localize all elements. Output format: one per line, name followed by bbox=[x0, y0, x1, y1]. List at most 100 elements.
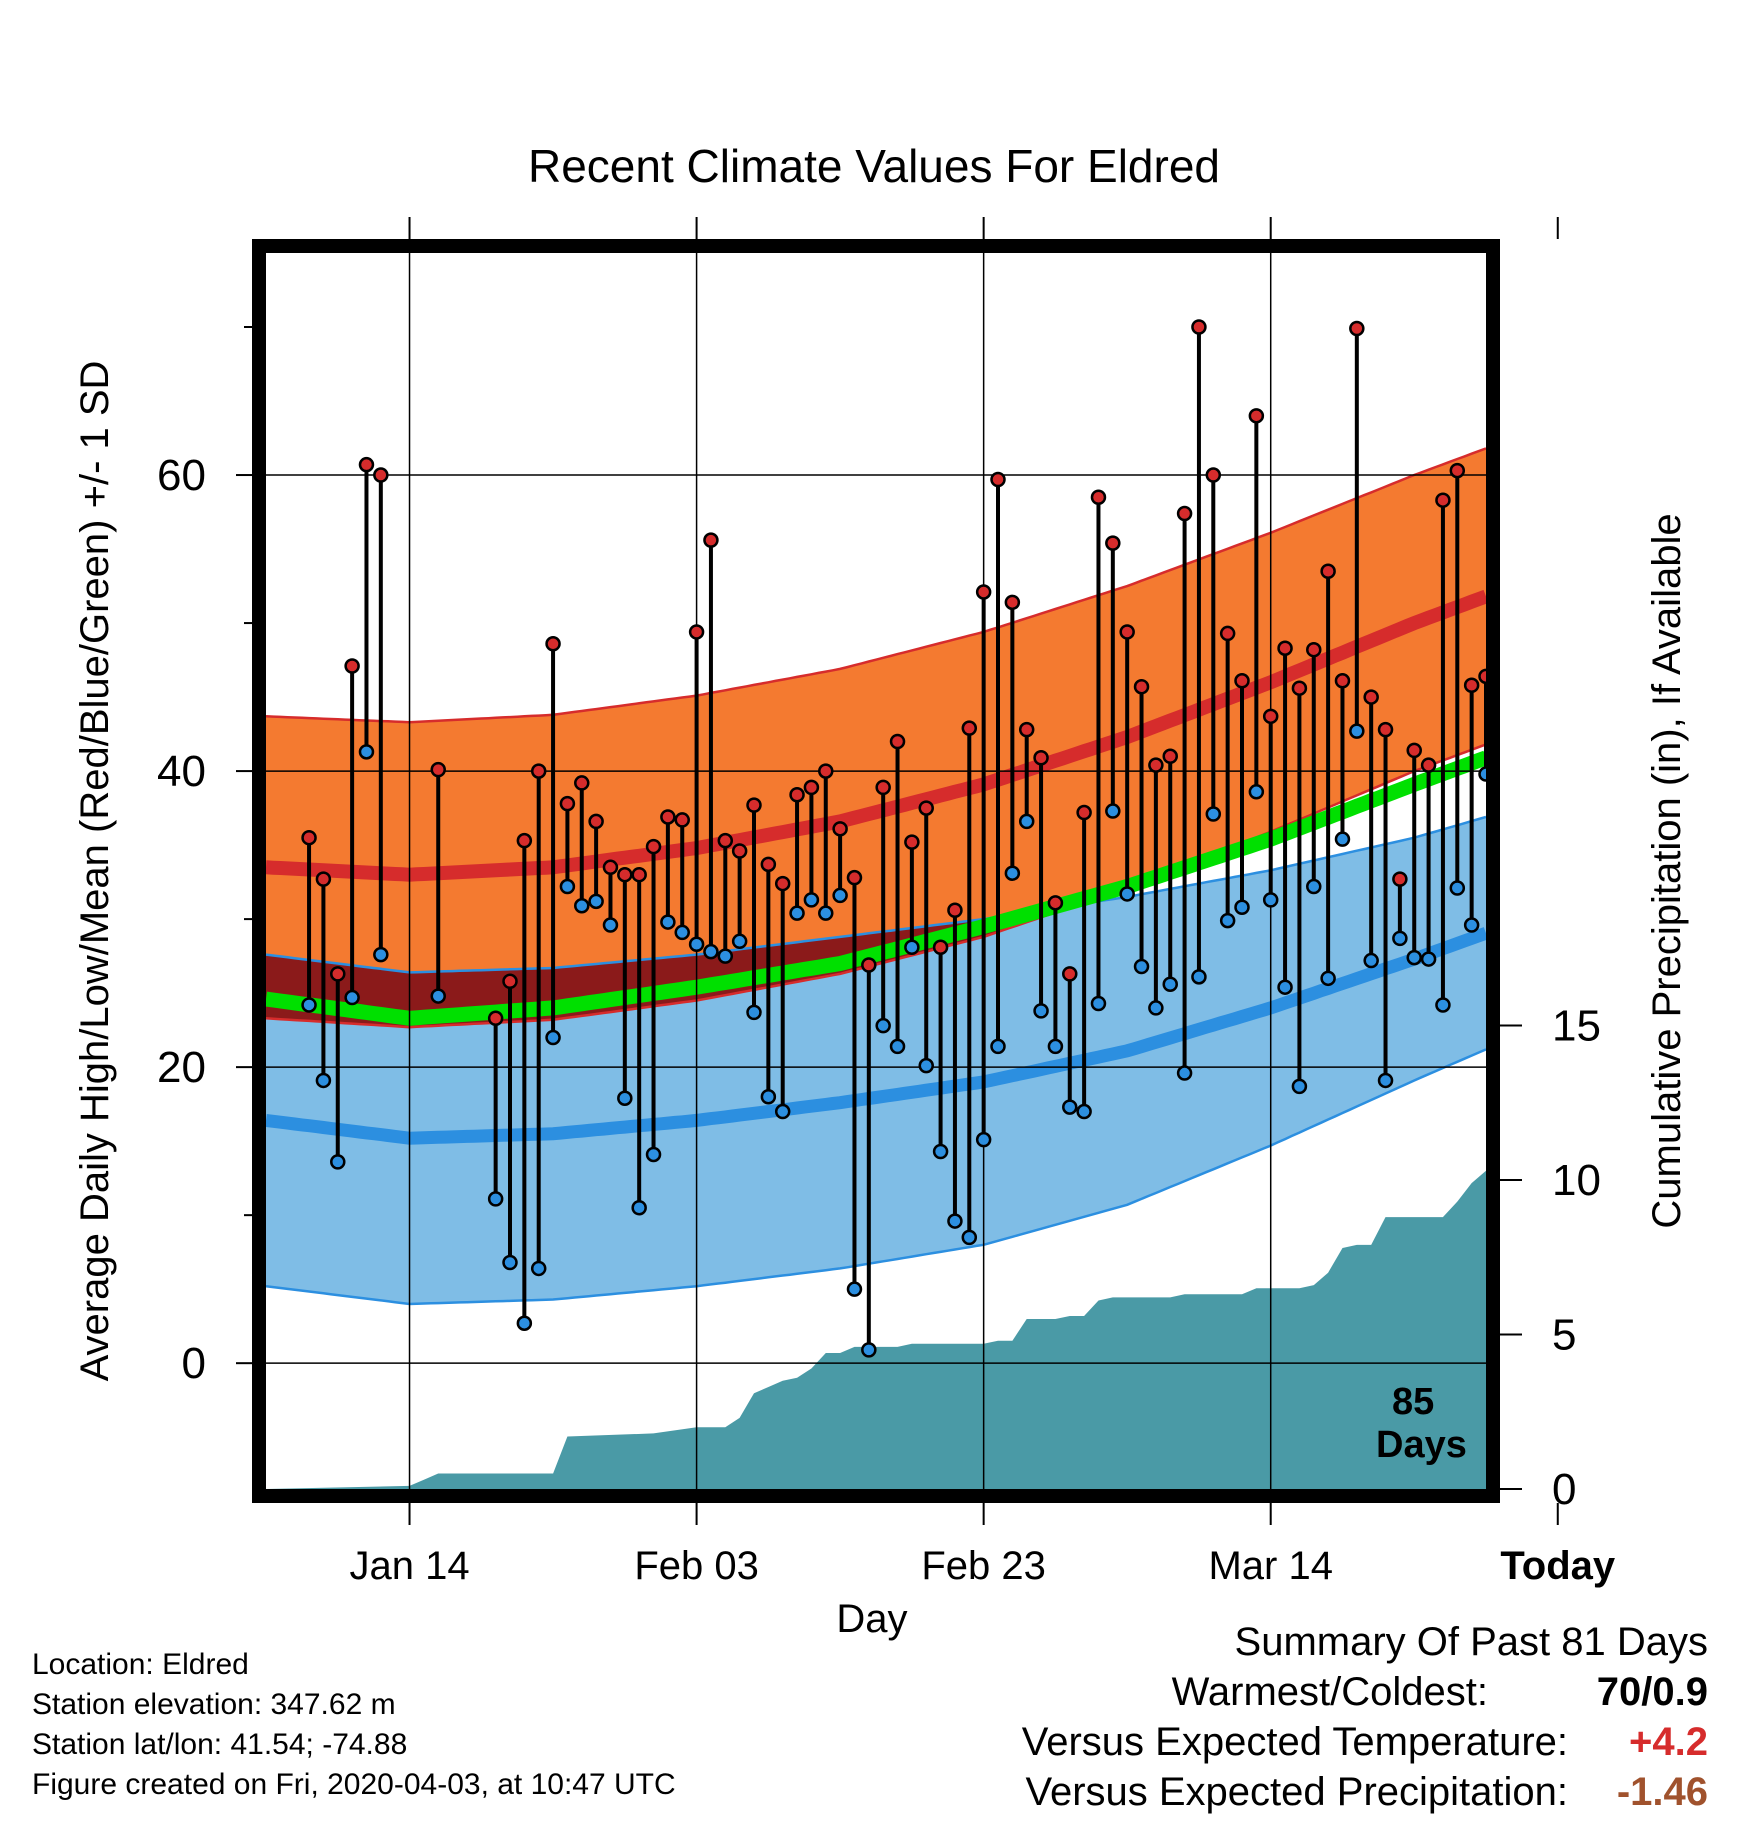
chart-title: Recent Climate Values For Eldred bbox=[528, 140, 1220, 192]
daily-high-point bbox=[1508, 696, 1521, 709]
x-tick-label: Today bbox=[1500, 1544, 1616, 1588]
daily-low-point bbox=[1033, 1003, 1049, 1019]
daily-high-point bbox=[344, 658, 360, 674]
daily-low-point bbox=[1191, 969, 1207, 985]
x-axis-label: Day bbox=[836, 1597, 907, 1641]
daily-low-point bbox=[1377, 1072, 1394, 1089]
daily-low-point bbox=[861, 1342, 877, 1358]
y-tick-label: 40 bbox=[157, 747, 206, 796]
daily-high-point bbox=[961, 720, 978, 736]
mean-normal-line bbox=[266, 750, 1486, 1026]
daily-low-point bbox=[344, 989, 360, 1006]
daily-low-point bbox=[1449, 880, 1466, 896]
y-axis-label: Average Daily High/Low/Mean (Red/Blue/Gr… bbox=[73, 361, 117, 1382]
x-tick-label: Feb 03 bbox=[634, 1544, 759, 1588]
daily-low-point bbox=[617, 1090, 633, 1106]
daily-low-point bbox=[1420, 951, 1437, 967]
daily-low-point bbox=[1205, 806, 1222, 822]
daily-low-point bbox=[990, 1038, 1006, 1055]
daily-high-point bbox=[1363, 689, 1379, 705]
daily-low-point bbox=[1478, 766, 1486, 782]
daily-low-point bbox=[1018, 813, 1035, 830]
daily-high-point bbox=[1262, 708, 1279, 725]
daily-low-point bbox=[1148, 1000, 1164, 1016]
daily-low-point bbox=[1119, 886, 1135, 902]
daily-high-point bbox=[1148, 757, 1164, 773]
daily-low-point bbox=[602, 917, 619, 933]
precipitation-area bbox=[266, 1170, 1486, 1489]
daily-high-point bbox=[1306, 641, 1322, 658]
daily-high-point bbox=[1090, 489, 1107, 505]
daily-high-point bbox=[1105, 535, 1121, 551]
daily-high-point bbox=[932, 939, 949, 955]
summary-warmest-coldest-label: Warmest/Coldest: bbox=[1171, 1670, 1488, 1714]
summary-title: Summary Of Past 81 Days bbox=[1234, 1620, 1708, 1664]
daily-low-point bbox=[1004, 865, 1021, 881]
daily-low-point bbox=[717, 948, 734, 964]
daily-high-point bbox=[1277, 640, 1293, 656]
daily-low-point bbox=[1133, 958, 1150, 975]
daily-high-point bbox=[516, 832, 533, 849]
daily-low-point bbox=[1406, 949, 1422, 966]
daily-high-point bbox=[1334, 673, 1351, 689]
daily-high-point bbox=[574, 775, 590, 791]
daily-low-point bbox=[889, 1038, 906, 1055]
daily-low-point bbox=[1162, 976, 1178, 992]
daily-low-point bbox=[803, 892, 820, 908]
daily-low-point bbox=[1062, 1099, 1078, 1115]
today-days-number: 85 bbox=[1392, 1381, 1434, 1423]
daily-high-point bbox=[545, 636, 561, 652]
daily-low-point bbox=[1277, 979, 1293, 995]
daily-high-point bbox=[1406, 742, 1422, 759]
daily-low-point bbox=[660, 914, 676, 930]
summary-temp-label: Versus Expected Temperature: bbox=[1021, 1720, 1568, 1764]
daily-low-point bbox=[588, 893, 604, 910]
daily-high-point bbox=[1162, 748, 1178, 765]
y2-tick-label: 5 bbox=[1552, 1311, 1576, 1360]
daily-low-point bbox=[559, 878, 576, 895]
daily-low-point bbox=[1363, 952, 1379, 969]
daily-high-point bbox=[904, 834, 920, 850]
low-normal-line bbox=[266, 927, 1486, 1145]
daily-high-point bbox=[832, 821, 848, 837]
x-tick-label: Feb 23 bbox=[921, 1544, 1046, 1588]
daily-low-point bbox=[1076, 1103, 1092, 1120]
summary-precip-label: Versus Expected Precipitation: bbox=[1025, 1770, 1568, 1814]
daily-high-point bbox=[631, 866, 647, 883]
daily-low-point bbox=[1047, 1038, 1064, 1055]
daily-low-point bbox=[904, 939, 920, 955]
daily-low-point bbox=[1090, 995, 1107, 1012]
daily-low-point bbox=[330, 1154, 346, 1170]
daily-low-point bbox=[1392, 930, 1408, 947]
daily-low-point bbox=[947, 1213, 963, 1229]
daily-high-point bbox=[602, 859, 619, 876]
daily-high-point bbox=[1478, 668, 1486, 685]
x-tick-label: Mar 14 bbox=[1208, 1544, 1333, 1588]
daily-low-point bbox=[731, 933, 748, 950]
daily-high-point bbox=[502, 973, 518, 990]
daily-low-point bbox=[430, 988, 446, 1004]
daily-low-point bbox=[315, 1072, 332, 1089]
daily-low-point bbox=[1105, 803, 1121, 819]
daily-high-point bbox=[1176, 505, 1193, 522]
low-sd-upper-edge bbox=[266, 815, 1486, 974]
daily-high-point bbox=[1291, 680, 1308, 696]
daily-low-point bbox=[774, 1103, 791, 1120]
daily-low-point bbox=[932, 1143, 949, 1160]
daily-high-point bbox=[760, 856, 777, 873]
daily-low-point bbox=[846, 1281, 863, 1297]
daily-high-point bbox=[1004, 594, 1021, 611]
daily-high-point bbox=[1420, 757, 1437, 773]
daily-high-point bbox=[674, 812, 690, 828]
daily-high-point bbox=[875, 779, 891, 796]
x-tick-label: Jan 14 bbox=[349, 1544, 469, 1588]
daily-low-point bbox=[746, 1004, 762, 1021]
daily-high-point bbox=[1133, 678, 1150, 695]
daily-high-point bbox=[1537, 583, 1550, 596]
daily-high-point bbox=[789, 787, 805, 803]
daily-low-point bbox=[574, 898, 590, 914]
y-tick-label: 0 bbox=[182, 1339, 206, 1388]
footer-latlon: Station lat/lon: 41.54; -74.88 bbox=[32, 1728, 408, 1761]
daily-low-point bbox=[1320, 970, 1336, 987]
